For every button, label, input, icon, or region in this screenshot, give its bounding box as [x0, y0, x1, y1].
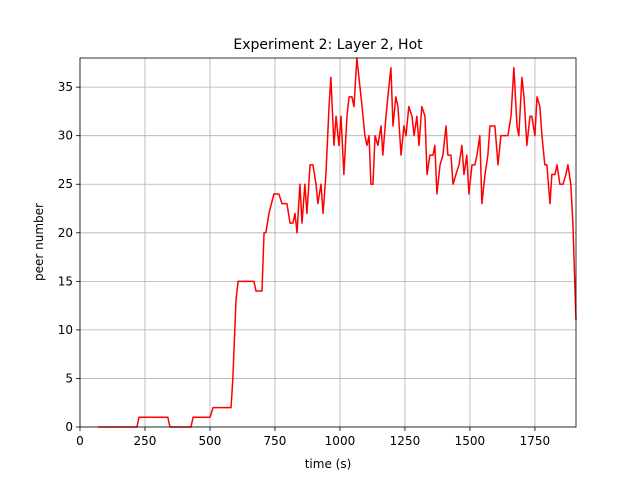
x-tick-label: 1250	[390, 434, 421, 448]
y-tick-label: 15	[58, 274, 73, 288]
y-tick-label: 5	[65, 371, 73, 385]
x-tick-label: 500	[199, 434, 222, 448]
y-tick-label: 35	[58, 80, 73, 94]
y-tick-label: 0	[65, 420, 73, 434]
y-axis-label: peer number	[32, 203, 46, 281]
y-tick-label: 30	[58, 129, 73, 143]
x-tick-label: 1500	[455, 434, 486, 448]
x-tick-label: 750	[264, 434, 287, 448]
x-tick-label: 0	[76, 434, 84, 448]
x-tick-label: 1000	[325, 434, 356, 448]
chart-title: Experiment 2: Layer 2, Hot	[233, 37, 423, 53]
y-tick-label: 10	[58, 323, 73, 337]
y-tick-label: 20	[58, 226, 73, 240]
x-tick-label: 250	[134, 434, 157, 448]
x-axis-label: time (s)	[305, 457, 352, 471]
x-tick-label: 1750	[520, 434, 551, 448]
plot-frame	[79, 57, 577, 428]
data-line	[97, 57, 577, 428]
y-tick-label: 25	[58, 177, 73, 191]
